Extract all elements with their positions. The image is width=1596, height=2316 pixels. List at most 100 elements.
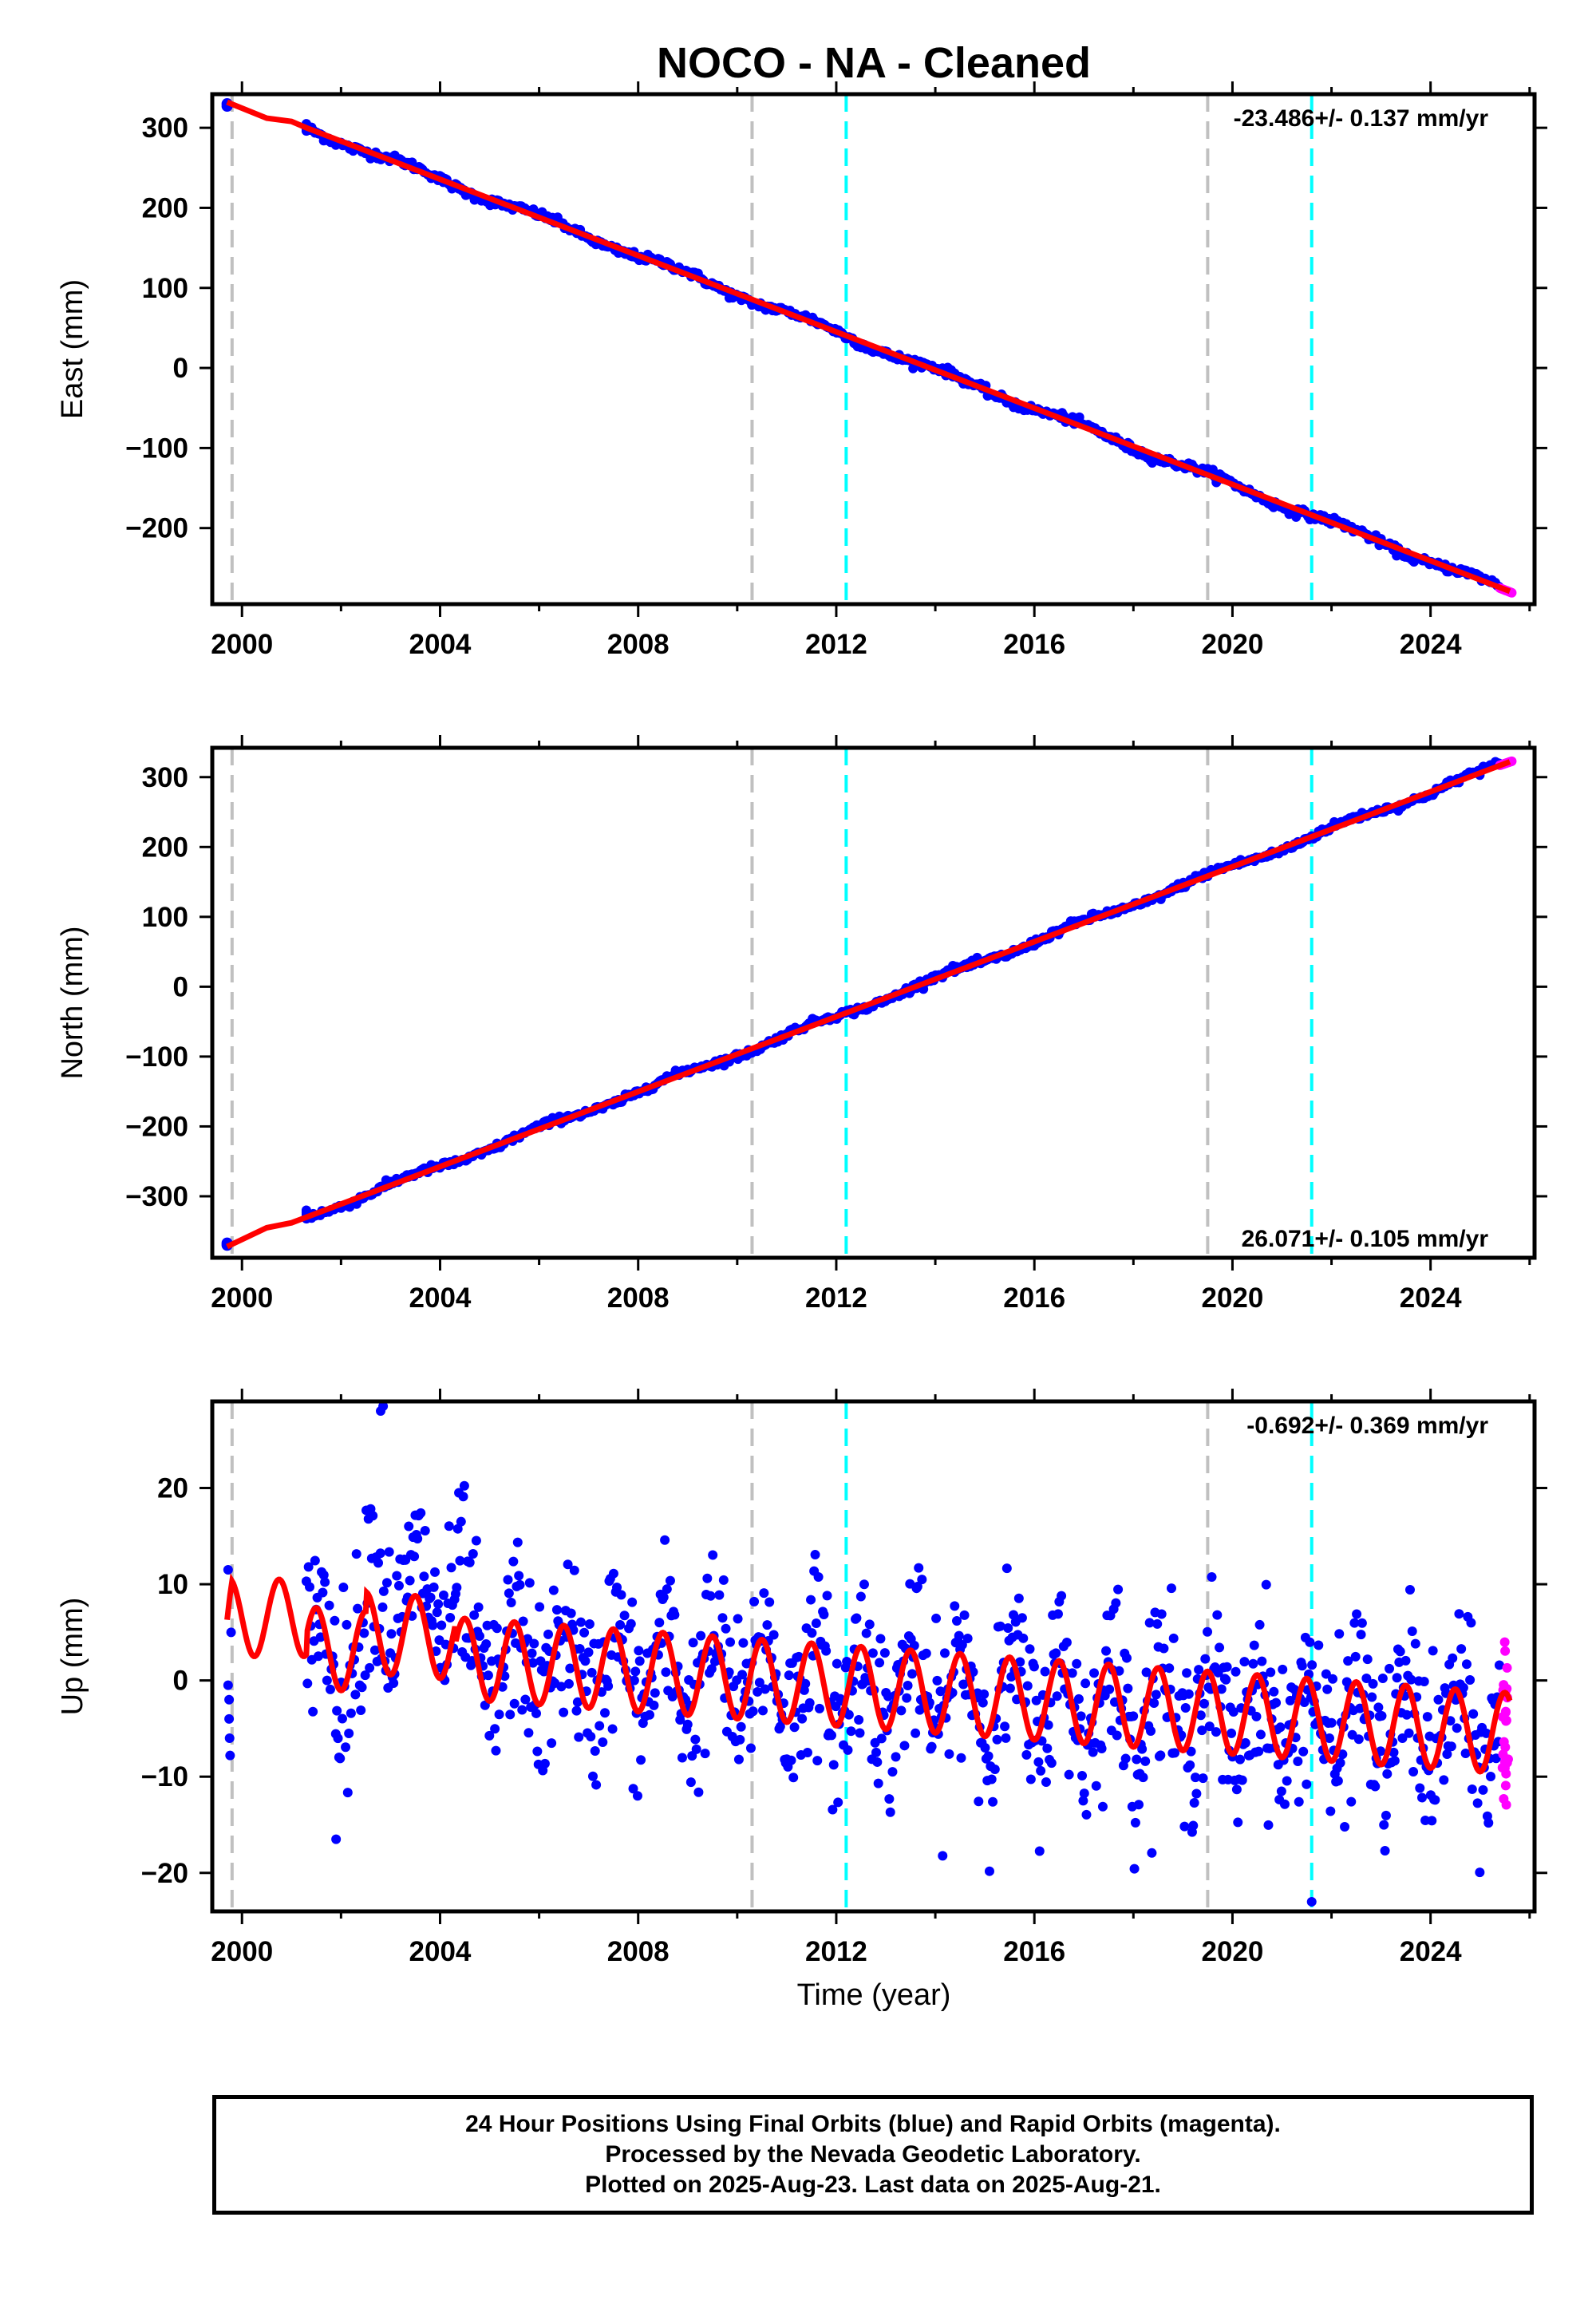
- data-point: [903, 1681, 913, 1691]
- data-point: [1302, 1779, 1312, 1789]
- data-point: [1215, 1642, 1225, 1653]
- y-tick-label: 0: [173, 1666, 188, 1697]
- data-point: [543, 1629, 554, 1639]
- data-point: [1397, 1733, 1408, 1743]
- data-point: [1067, 1668, 1077, 1678]
- data-point: [1156, 1750, 1166, 1761]
- data-point: [1461, 1659, 1472, 1670]
- data-point: [988, 1796, 998, 1807]
- data-point: [438, 1590, 448, 1600]
- data-point: [224, 1694, 235, 1705]
- x-axis-label: Time (year): [797, 1978, 951, 2012]
- data-point: [1373, 1702, 1384, 1713]
- data-point: [1460, 1748, 1471, 1758]
- data-point: [469, 1610, 480, 1620]
- data-point: [864, 1619, 875, 1630]
- data-point: [1275, 1722, 1286, 1733]
- data-point: [980, 1743, 990, 1753]
- data-point: [226, 1627, 236, 1638]
- data-point: [1445, 1716, 1456, 1726]
- rapid-data-point: [1500, 1646, 1511, 1656]
- data-point: [1389, 1756, 1400, 1766]
- data-point: [1353, 1734, 1364, 1745]
- data-point: [1233, 1817, 1243, 1828]
- x-tick-label: 2012: [805, 1936, 867, 1967]
- data-point: [721, 1623, 731, 1634]
- data-point: [1377, 1673, 1388, 1683]
- data-point: [430, 1567, 440, 1577]
- data-point: [1170, 1748, 1180, 1758]
- data-point: [872, 1757, 883, 1767]
- data-point: [696, 1630, 706, 1641]
- data-point: [1276, 1786, 1286, 1796]
- data-point: [979, 1689, 990, 1699]
- data-point: [369, 1645, 380, 1655]
- data-point: [1294, 1796, 1304, 1807]
- data-point: [896, 1705, 907, 1716]
- plot-frame: [210, 1399, 1537, 1914]
- data-point: [871, 1747, 881, 1757]
- data-point: [670, 1610, 680, 1620]
- data-point: [995, 1621, 1005, 1631]
- data-point: [384, 1547, 394, 1557]
- y-tick-label: 20: [157, 1473, 188, 1504]
- y-tick-label: 200: [142, 192, 188, 223]
- data-point: [735, 1734, 745, 1745]
- data-point: [822, 1591, 832, 1601]
- data-point: [1379, 1820, 1389, 1830]
- data-point: [1018, 1633, 1029, 1643]
- data-point: [320, 1577, 330, 1587]
- data-point: [1430, 1795, 1440, 1805]
- model-fit-line: [224, 1573, 1513, 1775]
- data-point: [1343, 1656, 1353, 1666]
- data-point: [685, 1777, 696, 1788]
- data-point: [912, 1582, 922, 1592]
- data-point: [708, 1550, 718, 1560]
- data-point: [691, 1744, 701, 1754]
- y-tick-label: −200: [125, 1111, 188, 1142]
- data-point: [1454, 1609, 1464, 1619]
- x-tick-label: 2020: [1201, 1936, 1263, 1967]
- x-tick-label: 2004: [409, 1936, 472, 1967]
- data-point: [660, 1535, 670, 1545]
- data-point: [911, 1728, 921, 1738]
- data-point: [1385, 1663, 1395, 1674]
- y-tick-label: −300: [125, 1181, 188, 1212]
- data-point: [1415, 1783, 1425, 1793]
- data-point: [1269, 1686, 1279, 1697]
- data-point: [764, 1597, 775, 1607]
- y-tick-label: 10: [157, 1569, 188, 1600]
- data-point: [1439, 1775, 1449, 1785]
- data-point: [1194, 1665, 1204, 1675]
- data-point: [368, 1511, 378, 1521]
- data-point: [224, 1733, 235, 1743]
- data-point: [737, 1670, 748, 1680]
- data-point: [784, 1670, 794, 1681]
- data-point: [984, 1866, 994, 1876]
- data-point: [515, 1579, 525, 1590]
- data-point: [508, 1556, 519, 1567]
- data-point: [1305, 1637, 1315, 1647]
- data-point: [1352, 1609, 1362, 1619]
- data-point: [819, 1610, 829, 1620]
- data-point: [1077, 1771, 1088, 1781]
- rapid-data-point: [1500, 1780, 1511, 1791]
- data-point: [636, 1755, 646, 1765]
- data-point: [512, 1537, 523, 1547]
- data-point: [644, 1709, 654, 1720]
- data-point: [547, 1738, 557, 1749]
- data-point: [706, 1664, 717, 1674]
- data-point: [1064, 1769, 1074, 1780]
- data-point: [603, 1681, 614, 1691]
- data-point: [524, 1578, 535, 1588]
- x-tick-label: 2012: [805, 629, 867, 660]
- data-point: [1197, 1725, 1207, 1736]
- data-point: [491, 1745, 501, 1756]
- data-point: [583, 1647, 594, 1658]
- data-point: [433, 1599, 444, 1610]
- data-point: [1191, 1788, 1202, 1799]
- y-axis-label: East (mm): [56, 279, 89, 419]
- data-point: [1029, 1662, 1039, 1672]
- data-point: [575, 1643, 585, 1654]
- data-point: [1314, 1640, 1324, 1650]
